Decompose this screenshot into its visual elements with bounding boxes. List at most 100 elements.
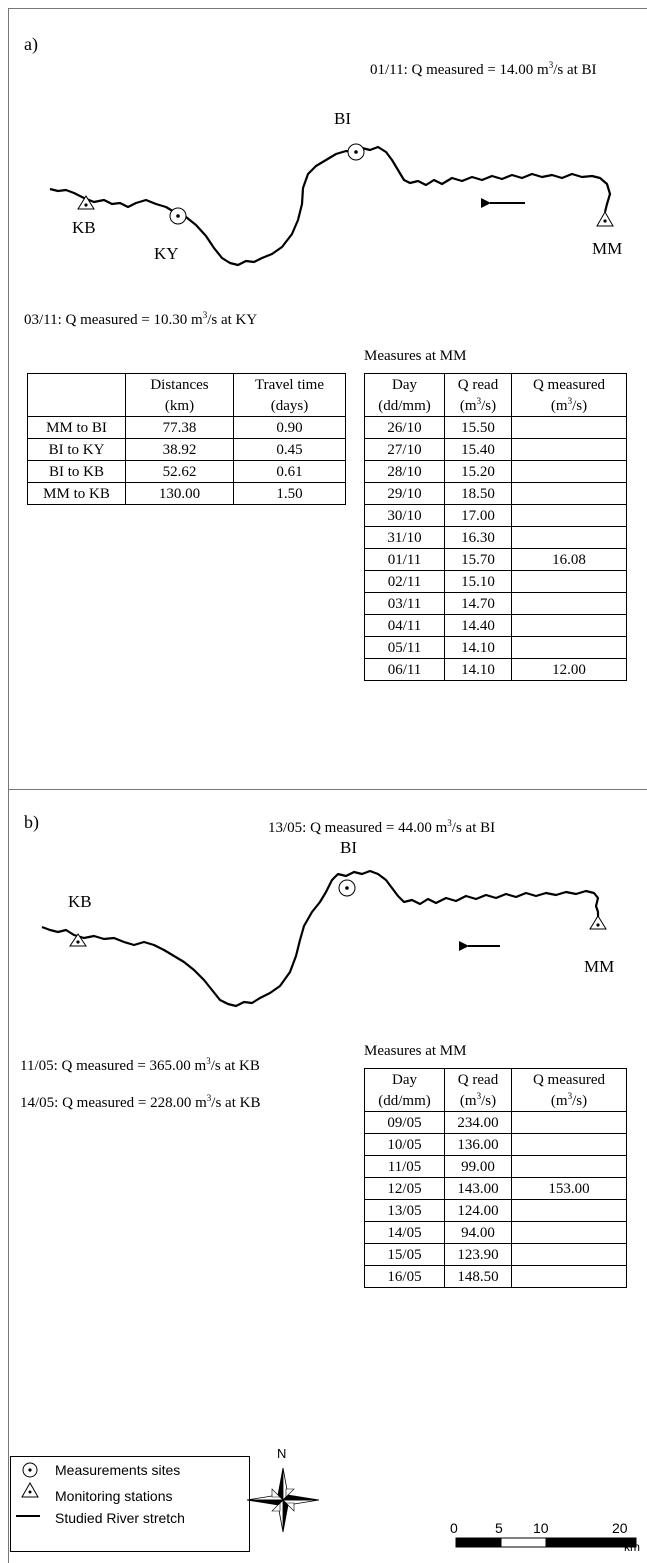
panel-a-label-ky: KY	[154, 244, 179, 263]
day-cell: 09/05	[364, 1111, 445, 1134]
panel-a-label-kb: KB	[72, 218, 96, 237]
q-read-cell: 99.00	[444, 1155, 512, 1178]
legend-circle-icon	[22, 1462, 38, 1478]
panel-a-circle-ky	[169, 207, 187, 225]
q-measured-cell	[511, 592, 627, 615]
panel-b-measures-table: Day Q read Q measured (dd/mm) (m3/s) (m3…	[364, 1068, 627, 1288]
table-row: 28/10 15.20	[364, 460, 627, 483]
q-read-cell: 15.20	[444, 460, 512, 483]
q-measured-cell	[511, 460, 627, 483]
q-measured-cell	[511, 526, 627, 549]
legend-item-river-stretch: Studied River stretch	[55, 1510, 185, 1526]
table-row: MM to BI 77.38 0.90	[27, 416, 346, 439]
figure-frame	[8, 8, 647, 1563]
q-measured-cell: 12.00	[511, 658, 627, 681]
day-cell: 04/11	[364, 614, 445, 637]
q-measured-cell	[511, 570, 627, 593]
panel-a-bottom-note: 03/11: Q measured = 10.30 m3/s at KY	[24, 310, 258, 329]
panel-b-label-mm: MM	[584, 957, 615, 976]
day-cell: 05/11	[364, 636, 445, 659]
legend-box: Measurements sites Monitoring stations S…	[10, 1456, 250, 1552]
panel-a-triangle-kb	[77, 195, 95, 210]
panel-a-label-mm: MM	[592, 239, 623, 258]
q-read-cell: 148.50	[444, 1265, 512, 1288]
distance-cell: 38.92	[125, 438, 234, 461]
measures-header-day: Day	[364, 1068, 445, 1090]
panel-b-triangle-kb	[69, 933, 87, 947]
day-cell: 29/10	[364, 482, 445, 505]
travel-time-cell: 0.90	[233, 416, 346, 439]
q-measured-cell	[511, 1243, 627, 1266]
table-row: 30/10 17.00	[364, 504, 627, 527]
q-read-cell: 15.70	[444, 548, 512, 571]
day-cell: 01/11	[364, 548, 445, 571]
q-read-cell: 16.30	[444, 526, 512, 549]
travel-time-cell: 0.61	[233, 460, 346, 483]
table-row: 10/05 136.00	[364, 1133, 627, 1156]
panel-b-label: b)	[24, 812, 39, 832]
q-read-cell: 14.10	[444, 658, 512, 681]
table-row: 06/11 14.10 12.00	[364, 658, 627, 681]
panel-a-measures-title: Measures at MM	[364, 348, 467, 364]
day-cell: 10/05	[364, 1133, 445, 1156]
route-cell: MM to BI	[27, 416, 126, 439]
q-read-cell: 15.40	[444, 438, 512, 461]
route-cell: MM to KB	[27, 482, 126, 505]
table-row: 01/11 15.70 16.08	[364, 548, 627, 571]
travel-time-cell: 0.45	[233, 438, 346, 461]
table-row: BI to KB 52.62 0.61	[27, 460, 346, 483]
q-read-cell: 94.00	[444, 1221, 512, 1244]
legend-item-measurement-sites: Measurements sites	[55, 1462, 181, 1478]
day-cell: 14/05	[364, 1221, 445, 1244]
route-cell: BI to KY	[27, 438, 126, 461]
table-row: 14/05 94.00	[364, 1221, 627, 1244]
panel-b-measures-title: Measures at MM	[364, 1043, 467, 1059]
panel-a-river	[49, 145, 612, 267]
measures-unit-q-measured: (m3/s)	[511, 395, 627, 417]
scale-tick-10: 10	[533, 1520, 549, 1536]
q-read-cell: 143.00	[444, 1177, 512, 1200]
q-measured-cell	[511, 1221, 627, 1244]
measures-header-day: Day	[364, 373, 445, 395]
q-measured-cell	[511, 1133, 627, 1156]
table-row: 04/11 14.40	[364, 614, 627, 637]
panel-divider	[8, 789, 647, 790]
q-read-cell: 14.70	[444, 592, 512, 615]
panel-a-label: a)	[24, 34, 38, 54]
panel-b-note-1: 11/05: Q measured = 365.00 m3/s at KB	[20, 1056, 260, 1075]
q-measured-cell: 16.08	[511, 548, 627, 571]
scale-tick-5: 5	[495, 1520, 503, 1536]
table-row: 02/11 15.10	[364, 570, 627, 593]
measures-header-q-measured: Q measured	[511, 373, 627, 395]
q-measured-cell	[511, 416, 627, 439]
q-read-cell: 14.40	[444, 614, 512, 637]
measures-unit-day: (dd/mm)	[364, 1090, 445, 1112]
q-measured-cell	[511, 1265, 627, 1288]
scale-unit: km	[624, 1540, 640, 1554]
q-read-cell: 14.10	[444, 636, 512, 659]
scale-bar-graphic	[455, 1537, 637, 1548]
table-row: 31/10 16.30	[364, 526, 627, 549]
distance-header-distances: Distances	[125, 373, 234, 395]
panel-a-triangle-mm	[596, 210, 614, 227]
q-measured-cell	[511, 636, 627, 659]
distance-unit-empty	[27, 395, 126, 417]
panel-b-river	[41, 869, 600, 1008]
table-row: BI to KY 38.92 0.45	[27, 438, 346, 461]
table-row: MM to KB 130.00 1.50	[27, 482, 346, 505]
panel-b-circle-bi	[338, 879, 356, 897]
distance-header-travel-time: Travel time	[233, 373, 346, 395]
q-read-cell: 123.90	[444, 1243, 512, 1266]
panel-b-note-2: 14/05: Q measured = 228.00 m3/s at KB	[20, 1093, 261, 1112]
panel-b-triangle-mm	[589, 915, 607, 930]
scale-tick-0: 0	[450, 1520, 458, 1536]
day-cell: 26/10	[364, 416, 445, 439]
day-cell: 28/10	[364, 460, 445, 483]
table-row: 13/05 124.00	[364, 1199, 627, 1222]
distance-unit-days: (days)	[233, 395, 346, 417]
panel-b-label-bi: BI	[340, 838, 357, 857]
north-arrow-icon	[246, 1467, 320, 1533]
q-read-cell: 18.50	[444, 482, 512, 505]
legend-item-monitoring-stations: Monitoring stations	[55, 1488, 173, 1504]
q-read-cell: 124.00	[444, 1199, 512, 1222]
